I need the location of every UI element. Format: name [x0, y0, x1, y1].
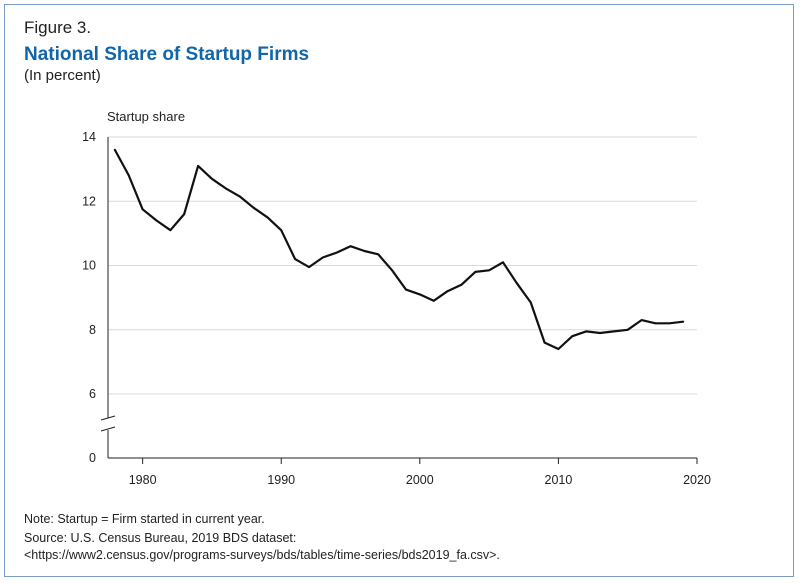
data-point-2002: [446, 290, 449, 292]
data-point-1994: [336, 252, 338, 254]
series-layer: [113, 148, 685, 351]
data-point-2011: [571, 335, 573, 337]
y-axis-break-mark-upper: [100, 415, 116, 421]
y-axis-break-mark-lower: [100, 426, 116, 432]
data-point-1991: [294, 258, 296, 260]
note-source: Source: U.S. Census Bureau, 2019 BDS dat…: [24, 531, 297, 545]
data-point-2005: [488, 269, 490, 271]
y-tick-label-0: 0: [89, 451, 96, 465]
data-point-1979: [128, 174, 130, 177]
data-point-1981: [155, 219, 158, 222]
data-point-2013: [599, 332, 601, 334]
data-point-1986: [225, 187, 227, 189]
data-point-1983: [183, 213, 185, 215]
y-tick-label-10: 10: [82, 259, 96, 273]
data-point-1996: [363, 250, 365, 252]
data-point-2001: [433, 300, 435, 302]
data-point-1992: [308, 266, 310, 268]
data-point-1985: [211, 178, 213, 180]
data-point-2008: [530, 301, 532, 303]
data-point-1980: [142, 208, 144, 210]
note-url: <https://www2.census.gov/programs-survey…: [24, 548, 500, 562]
note-definition: Note: Startup = Firm started in current …: [24, 512, 265, 526]
x-tick-label-1980: 1980: [129, 473, 157, 487]
x-tick-label-1990: 1990: [267, 473, 295, 487]
data-point-1998: [391, 269, 393, 271]
data-point-2012: [585, 330, 587, 332]
y-axis-label: Startup share: [107, 109, 185, 124]
data-point-2017: [654, 322, 657, 324]
y-tick-label-12: 12: [82, 194, 96, 208]
data-point-2014: [613, 330, 615, 332]
data-point-1989: [266, 216, 268, 218]
y-tick-label-6: 6: [89, 387, 96, 401]
x-tick-label-2020: 2020: [683, 473, 711, 487]
data-point-2000: [419, 293, 421, 295]
x-tick-label-2010: 2010: [545, 473, 573, 487]
data-point-1999: [405, 289, 407, 291]
data-point-1978: [114, 149, 116, 151]
data-point-2007: [516, 282, 518, 284]
data-point-1982: [169, 229, 171, 231]
y-tick-label-14: 14: [82, 130, 96, 144]
chart-subtitle: (In percent): [24, 67, 101, 84]
data-point-1988: [252, 207, 255, 209]
tick-labels: 0 6 8 10 12 14 1980 1990 2000 2010 2020: [82, 130, 711, 487]
data-point-1995: [349, 245, 352, 247]
data-point-2010: [557, 348, 560, 350]
y-tick-label-8: 8: [89, 323, 96, 337]
data-point-2016: [641, 319, 643, 321]
data-point-2006: [502, 261, 504, 263]
figure-frame: [4, 4, 794, 577]
data-point-2019: [682, 321, 684, 323]
data-point-2018: [668, 322, 670, 324]
axes: [100, 137, 698, 464]
data-point-1993: [322, 256, 324, 259]
gridlines: [108, 136, 697, 395]
data-point-1997: [377, 253, 379, 255]
data-point-2015: [627, 329, 629, 331]
figure-label: Figure 3.: [24, 18, 92, 37]
chart-title: National Share of Startup Firms: [24, 44, 310, 65]
data-point-1990: [280, 229, 282, 231]
data-point-1987: [239, 195, 241, 197]
x-tick-label-2000: 2000: [406, 473, 434, 487]
series-line-0: [113, 148, 685, 351]
data-point-2004: [474, 271, 476, 273]
data-point-2003: [460, 284, 462, 286]
data-point-2009: [544, 342, 546, 344]
data-point-1984: [197, 165, 199, 167]
